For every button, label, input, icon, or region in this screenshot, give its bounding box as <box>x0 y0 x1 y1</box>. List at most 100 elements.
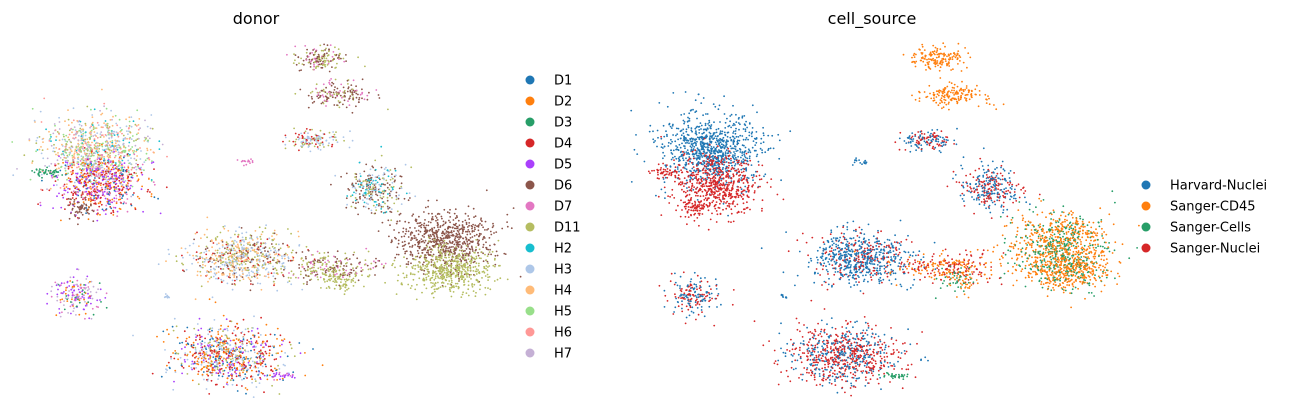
scatter-point <box>460 272 463 275</box>
scatter-point <box>427 205 429 208</box>
scatter-point <box>71 131 73 134</box>
scatter-point <box>357 93 359 96</box>
scatter-point <box>167 361 170 364</box>
scatter-point <box>443 239 446 242</box>
scatter-point <box>52 173 55 176</box>
scatter-point <box>482 243 485 246</box>
scatter-point <box>427 224 430 227</box>
scatter-point <box>333 136 336 139</box>
scatter-point <box>343 278 346 281</box>
scatter-point <box>396 246 399 249</box>
scatter-point <box>73 284 75 287</box>
scatter-point <box>77 288 80 291</box>
scatter-point <box>438 244 441 247</box>
scatter-point <box>211 246 214 249</box>
scatter-point <box>91 209 94 212</box>
scatter-point <box>366 184 369 186</box>
scatter-point <box>321 89 324 92</box>
scatter-point <box>53 184 55 187</box>
scatter-point <box>93 185 96 188</box>
scatter-point <box>107 162 110 165</box>
scatter-point <box>59 169 62 172</box>
scatter-point <box>233 252 236 255</box>
scatter-point <box>360 189 363 192</box>
scatter-point <box>343 60 346 63</box>
scatter-point <box>102 178 105 181</box>
scatter-point <box>149 191 151 193</box>
scatter-point <box>114 172 116 174</box>
scatter-point <box>275 233 278 236</box>
scatter-point <box>80 196 83 199</box>
scatter-point <box>346 274 349 277</box>
scatter-point <box>322 259 324 262</box>
scatter-point <box>340 281 342 283</box>
scatter-point <box>439 225 442 227</box>
scatter-point <box>347 87 350 90</box>
scatter-point <box>329 44 332 46</box>
scatter-point <box>395 222 398 225</box>
scatter-point <box>373 260 375 263</box>
scatter-point <box>97 124 100 126</box>
scatter-point <box>255 251 258 253</box>
scatter-point <box>133 171 136 174</box>
scatter-point <box>306 268 309 271</box>
scatter-point <box>222 314 225 317</box>
scatter-point <box>434 277 437 280</box>
scatter-point <box>442 230 444 233</box>
scatter-point <box>306 48 308 51</box>
scatter-point <box>307 275 310 277</box>
scatter-point <box>137 179 140 182</box>
scatter-point <box>123 162 126 165</box>
scatter-point <box>455 247 458 250</box>
scatter-point <box>453 212 456 215</box>
scatter-point <box>98 205 101 208</box>
scatter-point <box>42 137 45 140</box>
scatter-point <box>374 176 377 179</box>
scatter-point <box>73 299 76 301</box>
scatter-point <box>226 245 229 248</box>
scatter-point <box>323 279 325 281</box>
scatter-point <box>431 230 434 233</box>
scatter-point <box>336 258 339 260</box>
scatter-point <box>328 81 330 84</box>
scatter-point <box>436 275 439 278</box>
scatter-point <box>456 272 458 274</box>
scatter-point <box>294 45 297 48</box>
scatter-point <box>338 53 341 56</box>
scatter-point <box>397 197 400 200</box>
scatter-point <box>317 147 320 150</box>
scatter-point <box>116 215 119 218</box>
scatter-point <box>358 263 361 265</box>
scatter-point <box>90 203 92 206</box>
scatter-point <box>40 188 42 191</box>
scatter-point <box>324 65 327 68</box>
scatter-point <box>303 132 306 134</box>
scatter-point <box>131 135 134 137</box>
scatter-point <box>407 230 410 233</box>
scatter-point <box>421 291 423 294</box>
scatter-point <box>290 277 292 279</box>
scatter-point <box>224 261 227 263</box>
scatter-point <box>89 185 92 188</box>
scatter-point <box>330 84 333 87</box>
scatter-point <box>38 168 41 171</box>
scatter-point <box>50 295 53 298</box>
scatter-point <box>144 138 147 141</box>
scatter-point <box>58 312 61 314</box>
scatter-point <box>484 253 486 256</box>
scatter-point <box>385 179 388 182</box>
scatter-point <box>88 295 91 297</box>
scatter-point <box>434 237 436 240</box>
scatter-point <box>339 285 341 288</box>
scatter-point <box>321 263 324 265</box>
scatter-point <box>485 267 487 270</box>
scatter-point <box>66 161 69 164</box>
scatter-point <box>67 204 70 207</box>
scatter-point <box>427 240 430 243</box>
scatter-point <box>109 164 112 167</box>
scatter-point <box>237 255 239 258</box>
scatter-point <box>125 202 127 205</box>
scatter-point <box>374 186 377 189</box>
scatter-point <box>96 136 99 139</box>
scatter-point <box>325 86 327 89</box>
